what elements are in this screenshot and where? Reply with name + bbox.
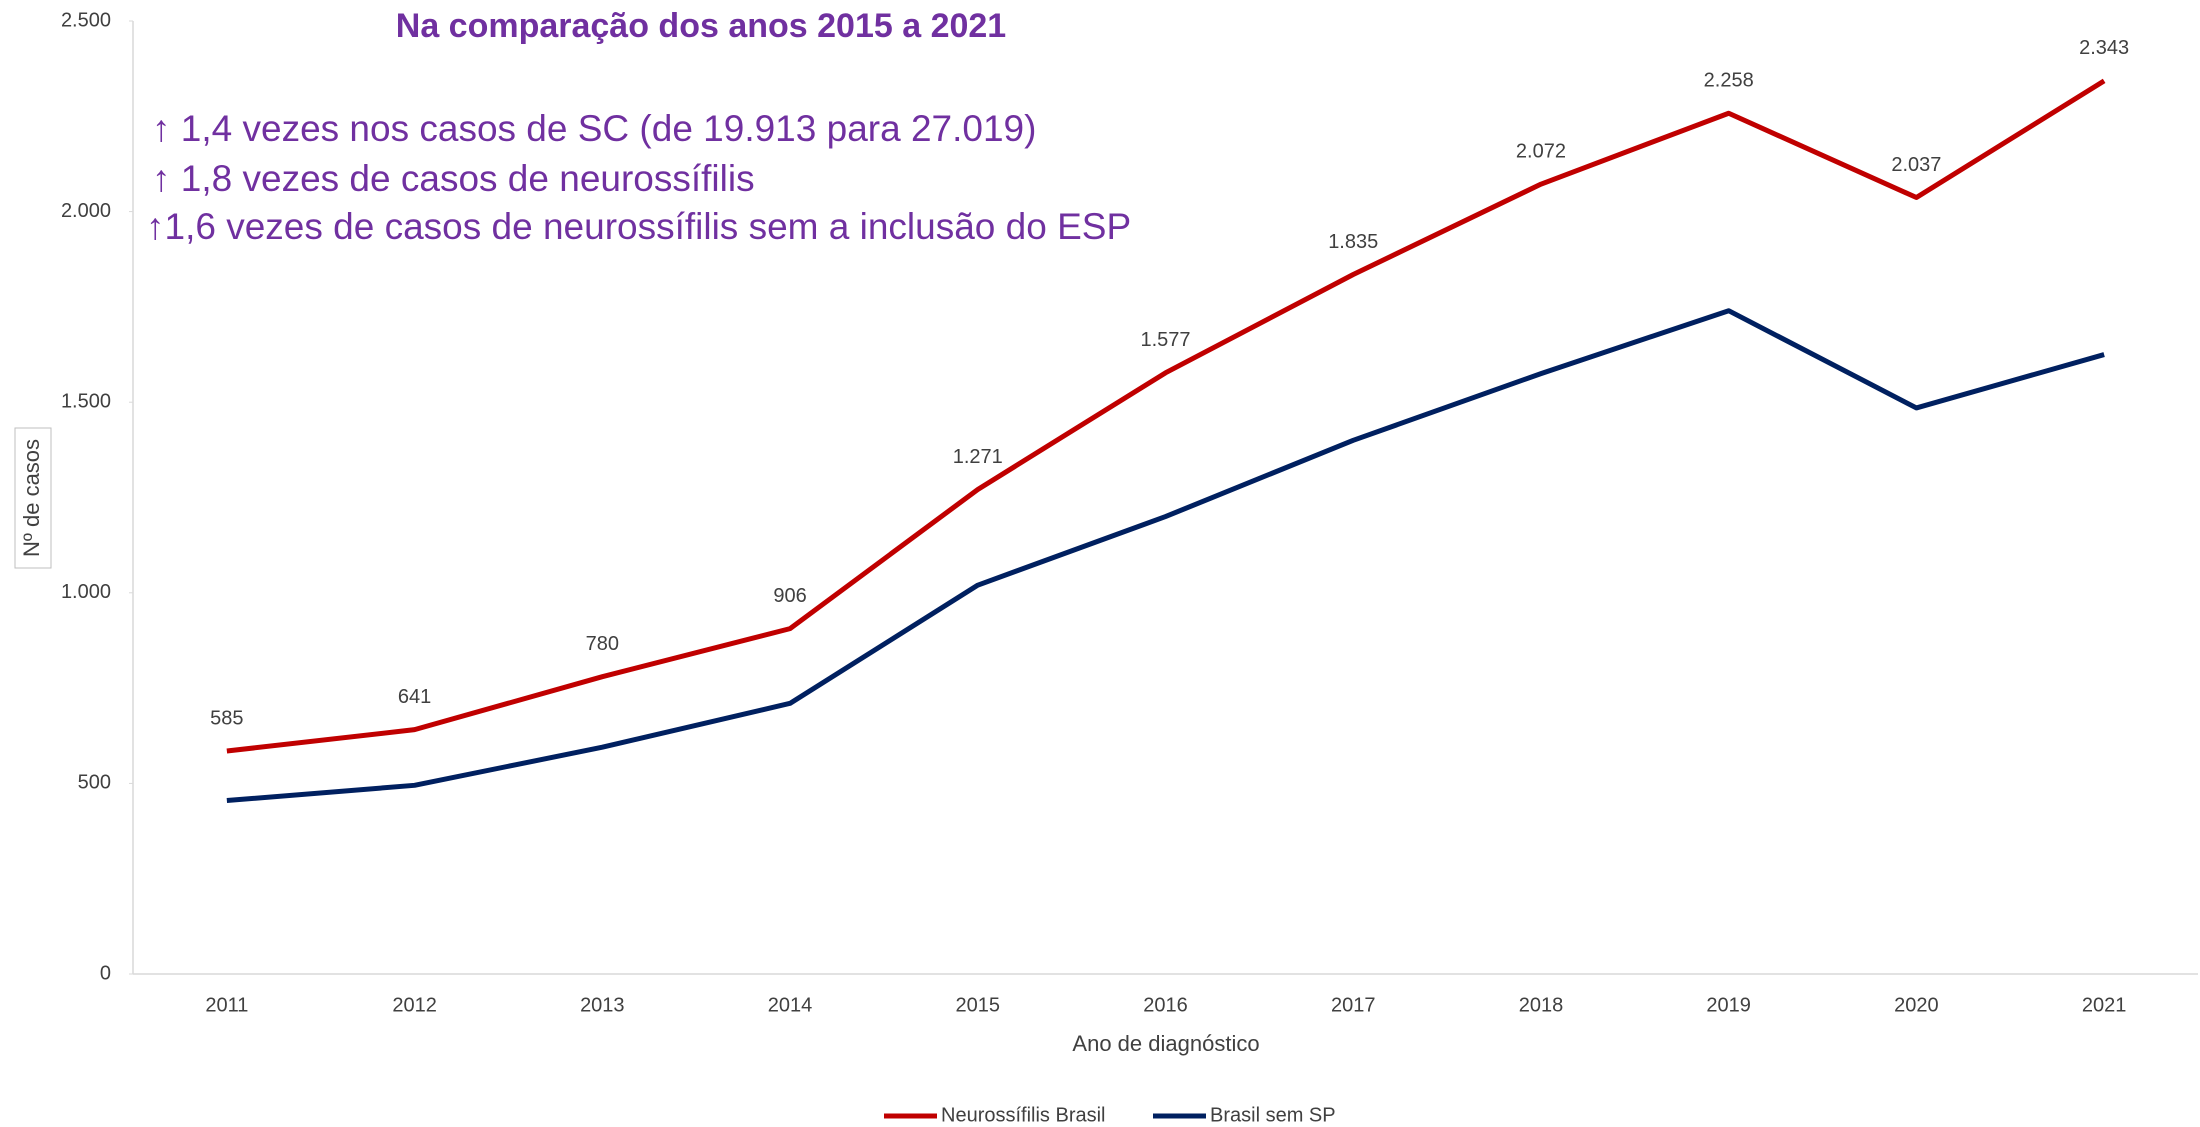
y-tick-label: 2.000 — [61, 200, 111, 222]
data-label: 585 — [210, 707, 243, 729]
x-tick-label: 2020 — [1894, 994, 1939, 1016]
x-tick-label: 2014 — [768, 994, 813, 1016]
y-axis-label: Nº de casos — [19, 439, 44, 557]
annotation: ↑1,6 vezes de casos de neurossífilis sem… — [146, 206, 1131, 247]
x-tick-label: 2017 — [1331, 994, 1376, 1016]
x-tick-label: 2016 — [1143, 994, 1188, 1016]
line — [226, 308, 2105, 804]
data-label: 2.072 — [1516, 140, 1566, 162]
x-tick-label: 2021 — [2082, 994, 2127, 1016]
annotation: ↑ 1,8 vezes de casos de neurossífilis — [152, 158, 755, 199]
x-axis-label: Ano de diagnóstico — [1072, 1031, 1259, 1056]
data-label: 2.037 — [1891, 154, 1941, 176]
legend-label: Neurossífilis Brasil — [941, 1104, 1105, 1126]
x-tick-label: 2015 — [956, 994, 1001, 1016]
data-label: 1.577 — [1140, 329, 1190, 351]
x-tick-label: 2019 — [1706, 994, 1751, 1016]
x-tick-label: 2013 — [580, 994, 625, 1016]
y-tick-label: 500 — [78, 772, 111, 794]
annotation: ↑ 1,4 vezes nos casos de SC (de 19.913 p… — [152, 108, 1036, 149]
data-label: 1.271 — [953, 446, 1003, 468]
x-tick-label: 2012 — [392, 994, 437, 1016]
y-tick-label: 2.500 — [61, 9, 111, 31]
y-tick-label: 1.000 — [61, 581, 111, 603]
data-label: 1.835 — [1328, 231, 1378, 253]
y-tick-label: 0 — [100, 962, 111, 984]
y-tick-label: 1.500 — [61, 390, 111, 412]
data-label: 2.258 — [1704, 70, 1754, 92]
legend-label: Brasil sem SP — [1210, 1104, 1336, 1126]
data-label: 2.343 — [2079, 37, 2129, 59]
data-label: 906 — [773, 585, 806, 607]
y-label-box — [14, 427, 52, 569]
data-label: 780 — [586, 633, 619, 655]
line — [226, 78, 2106, 754]
x-tick-label: 2018 — [1519, 994, 1564, 1016]
chart-title: Na comparação dos anos 2015 a 2021 — [396, 7, 1006, 45]
x-tick-label: 2011 — [205, 994, 248, 1016]
data-label: 641 — [398, 686, 431, 708]
